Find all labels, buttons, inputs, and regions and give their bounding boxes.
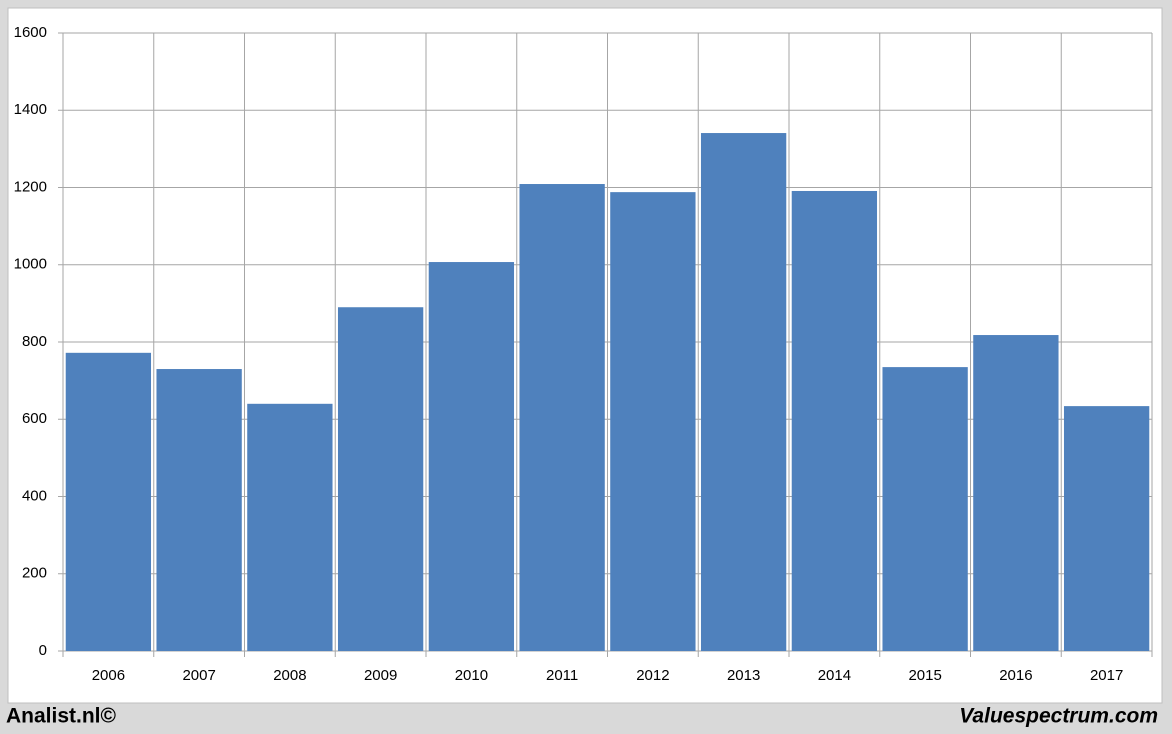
y-tick-label: 1400: [14, 101, 47, 118]
x-tick-label: 2015: [908, 667, 941, 684]
bar: [700, 133, 787, 651]
bar: [156, 369, 242, 651]
bar: [791, 190, 878, 651]
y-tick-label: 1600: [14, 24, 47, 41]
x-tick-label: 2012: [636, 667, 669, 684]
bar: [1063, 406, 1150, 651]
y-tick-label: 200: [22, 565, 47, 582]
x-tick-label: 2009: [364, 667, 397, 684]
y-tick-label: 800: [22, 333, 47, 350]
x-tick-label: 2008: [273, 667, 306, 684]
y-tick-label: 0: [39, 642, 47, 659]
x-tick-label: 2010: [455, 667, 488, 684]
bar: [337, 307, 424, 651]
y-tick-label: 1000: [14, 256, 47, 273]
bar: [973, 335, 1059, 651]
x-tick-label: 2016: [999, 667, 1032, 684]
x-tick-label: 2006: [92, 667, 125, 684]
footer-right: Valuespectrum.com: [959, 705, 1158, 728]
y-tick-label: 1200: [14, 178, 47, 195]
bar: [882, 367, 968, 651]
footer-left: Analist.nl©: [6, 705, 117, 728]
bar: [65, 352, 152, 651]
bar: [428, 262, 515, 651]
x-tick-label: 2013: [727, 667, 760, 684]
bar: [610, 192, 696, 651]
x-tick-label: 2007: [182, 667, 215, 684]
x-tick-label: 2014: [818, 667, 851, 684]
x-tick-label: 2011: [546, 667, 578, 684]
y-tick-label: 600: [22, 410, 47, 427]
bar: [519, 184, 605, 651]
y-tick-label: 400: [22, 487, 47, 504]
bar: [247, 403, 333, 651]
x-tick-label: 2017: [1090, 667, 1123, 684]
